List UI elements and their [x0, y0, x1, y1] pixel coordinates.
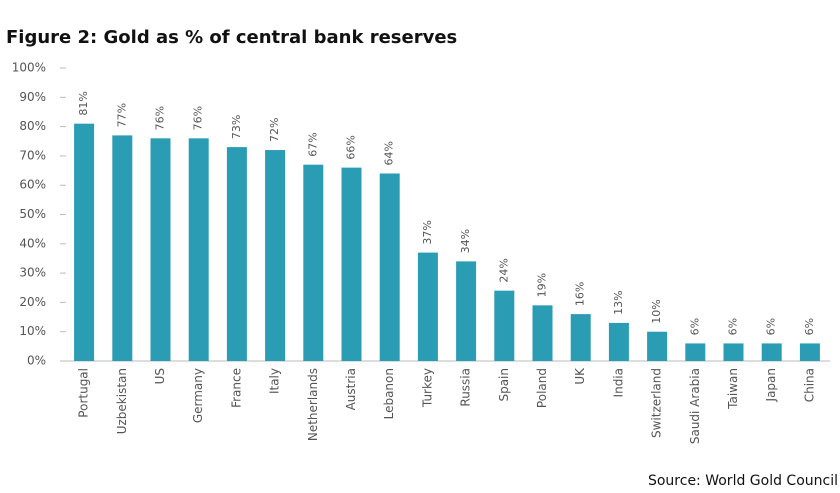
y-tick-label: 60% [19, 178, 46, 192]
x-tick-label: Japan [764, 368, 778, 402]
x-tick-label: Portugal [77, 368, 91, 418]
value-label: 76% [154, 106, 167, 130]
x-tick-label: China [802, 368, 816, 402]
x-tick-label: Russia [459, 368, 473, 407]
value-label: 64% [383, 141, 396, 165]
chart-title: Figure 2: Gold as % of central bank rese… [6, 27, 457, 48]
bar [799, 343, 820, 361]
bar [456, 261, 477, 361]
value-label: 6% [727, 318, 740, 335]
value-label: 37% [421, 220, 434, 244]
y-tick-label: 70% [19, 148, 46, 162]
y-tick-label: 40% [19, 236, 46, 250]
value-label: 13% [612, 290, 625, 314]
value-label: 19% [536, 273, 549, 297]
x-tick-label: Italy [268, 368, 282, 394]
bar [723, 343, 744, 361]
value-label: 81% [77, 91, 90, 115]
x-tick-label: Lebanon [382, 368, 396, 419]
x-tick-label: France [229, 368, 243, 408]
bar [112, 135, 133, 361]
value-label: 73% [230, 115, 243, 139]
x-tick-label: UK [573, 367, 587, 385]
bar [647, 331, 668, 361]
bar [226, 147, 247, 361]
value-label: 6% [803, 318, 816, 335]
x-tick-label: Spain [497, 368, 511, 402]
x-tick-label: Poland [535, 368, 549, 408]
bar [532, 305, 553, 361]
x-tick-label: India [611, 368, 625, 397]
x-tick-label: US [153, 368, 167, 384]
value-label: 66% [345, 135, 358, 159]
bar [570, 314, 591, 361]
x-tick-label: Taiwan [726, 368, 740, 410]
x-tick-label: Turkey [420, 368, 434, 408]
x-tick-label: Germany [191, 368, 205, 423]
y-tick-label: 80% [19, 119, 46, 133]
bar [150, 138, 171, 361]
value-label: 77% [115, 103, 128, 127]
value-label: 34% [459, 229, 472, 253]
y-tick-label: 50% [19, 207, 46, 221]
value-label: 16% [574, 282, 587, 306]
bar [494, 290, 515, 361]
value-label: 6% [765, 318, 778, 335]
bar [265, 150, 286, 361]
y-tick-label: 100% [12, 61, 46, 75]
y-tick-label: 90% [19, 90, 46, 104]
bar [608, 322, 629, 361]
x-tick-label: Austria [344, 368, 358, 410]
value-label: 24% [497, 258, 510, 282]
bar [341, 167, 362, 361]
y-tick-label: 10% [19, 324, 46, 338]
value-label: 67% [306, 132, 319, 156]
bar [379, 173, 400, 361]
value-label: 76% [192, 106, 205, 130]
y-tick-label: 0% [27, 354, 46, 368]
value-label: 6% [688, 318, 701, 335]
bar [74, 123, 95, 361]
bar [685, 343, 706, 361]
x-tick-label: Netherlands [306, 368, 320, 441]
y-tick-label: 20% [19, 295, 46, 309]
x-tick-label: Saudi Arabia [688, 368, 702, 444]
x-tick-label: Switzerland [650, 368, 664, 438]
bar [761, 343, 782, 361]
bar [303, 164, 324, 361]
value-label: 10% [650, 299, 663, 323]
source-note: Source: World Gold Council [648, 473, 838, 489]
value-label: 72% [268, 118, 281, 142]
x-tick-label: Uzbekistan [115, 368, 129, 434]
bar [417, 252, 438, 361]
bar [188, 138, 209, 361]
y-tick-label: 30% [19, 266, 46, 280]
